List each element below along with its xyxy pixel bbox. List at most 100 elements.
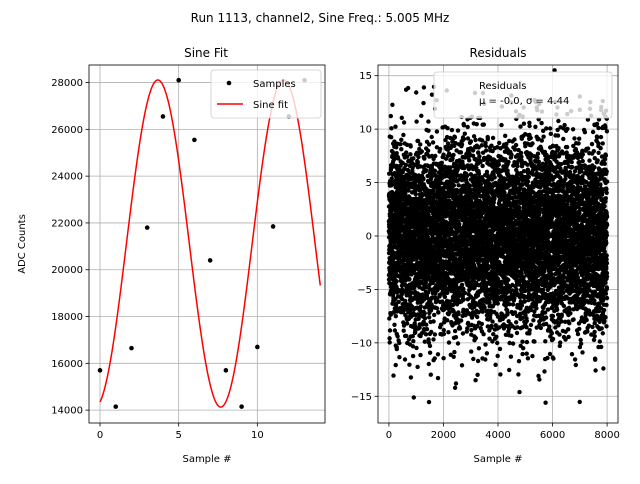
residual-point: [389, 135, 393, 139]
residual-point: [431, 140, 435, 144]
residual-point: [457, 222, 461, 226]
y-tick-label: 26000: [51, 125, 83, 136]
residual-point: [460, 283, 464, 287]
residual-point: [403, 357, 407, 361]
residual-point: [454, 335, 458, 339]
residual-point: [414, 192, 418, 196]
residual-point: [519, 151, 523, 155]
residual-point: [505, 168, 509, 172]
residual-point: [485, 351, 489, 355]
residual-point: [411, 339, 415, 343]
residual-point: [445, 318, 449, 322]
residual-point: [516, 372, 520, 376]
sample-point: [176, 78, 181, 83]
residual-point: [476, 359, 480, 363]
residual-point: [517, 205, 521, 209]
residual-point: [442, 332, 446, 336]
residual-point: [421, 101, 425, 105]
residual-point: [422, 156, 426, 160]
sample-point: [208, 258, 213, 263]
sample-point: [145, 225, 150, 230]
residual-point: [430, 135, 434, 139]
residual-point: [480, 322, 484, 326]
residual-point: [427, 142, 431, 146]
residual-point: [426, 129, 430, 133]
residual-point: [424, 168, 428, 172]
residual-point: [494, 335, 498, 339]
residual-point: [515, 331, 519, 335]
residual-point: [414, 346, 418, 350]
residual-point: [469, 328, 473, 332]
residual-point: [477, 346, 481, 350]
residual-point: [399, 147, 403, 151]
residual-point: [433, 356, 437, 360]
residual-point: [404, 163, 408, 167]
residual-point: [441, 153, 445, 157]
residual-point: [436, 310, 440, 314]
residual-point: [433, 332, 437, 336]
residual-point: [426, 149, 430, 153]
residual-point: [466, 125, 470, 129]
residual-point: [395, 347, 399, 351]
residual-point: [436, 352, 440, 356]
residual-point: [423, 311, 427, 315]
residual-point: [445, 126, 449, 130]
residual-point: [514, 143, 518, 147]
residual-point: [481, 332, 485, 336]
residual-point: [395, 309, 399, 313]
residual-point: [469, 139, 473, 143]
residual-point: [446, 330, 450, 334]
residual-point: [441, 356, 445, 360]
residual-point: [409, 144, 413, 148]
residual-point: [392, 323, 396, 327]
residual-point: [424, 323, 428, 327]
residual-point: [427, 315, 431, 319]
residual-point: [475, 373, 479, 377]
residual-point: [398, 142, 402, 146]
residual-point: [461, 331, 465, 335]
residual-point: [404, 334, 408, 338]
residual-point: [395, 334, 399, 338]
residual-point: [511, 302, 515, 306]
residual-point: [499, 123, 503, 127]
residual-point: [421, 176, 425, 180]
residual-point: [400, 116, 404, 120]
residual-point: [503, 134, 507, 138]
residual-point: [428, 351, 432, 355]
residual-point: [483, 342, 487, 346]
residual-point: [498, 372, 502, 376]
residual-point: [393, 125, 397, 129]
residual-point: [520, 340, 524, 344]
residual-point: [452, 350, 456, 354]
sample-point: [192, 138, 197, 143]
x-tick-label: 10: [251, 430, 264, 441]
residual-point: [401, 133, 405, 137]
residual-point: [506, 278, 510, 282]
residual-point: [388, 340, 392, 344]
sample-point: [271, 224, 276, 229]
residual-point: [436, 376, 440, 380]
residual-point: [414, 90, 418, 94]
residual-point: [440, 161, 444, 165]
residual-point: [419, 304, 423, 308]
residual-point: [454, 381, 458, 385]
residual-point: [484, 144, 488, 148]
residual-point: [460, 363, 464, 367]
residual-point: [490, 319, 494, 323]
residual-point: [458, 326, 462, 330]
x-tick-label: 5: [175, 430, 181, 441]
residual-point: [427, 400, 431, 404]
y-tick-label: 24000: [51, 172, 83, 183]
residual-point: [507, 368, 511, 372]
residual-point: [409, 375, 413, 379]
residual-point: [406, 86, 410, 90]
sample-point: [129, 346, 134, 351]
residuals-title: Residuals: [470, 46, 527, 60]
residual-point: [431, 319, 435, 323]
residual-point: [479, 182, 483, 186]
sine-fit-legend: Samples Sine fit: [211, 70, 321, 118]
residual-point: [416, 155, 420, 159]
sine-fit-title: Sine Fit: [184, 46, 228, 60]
residual-point: [432, 313, 436, 317]
